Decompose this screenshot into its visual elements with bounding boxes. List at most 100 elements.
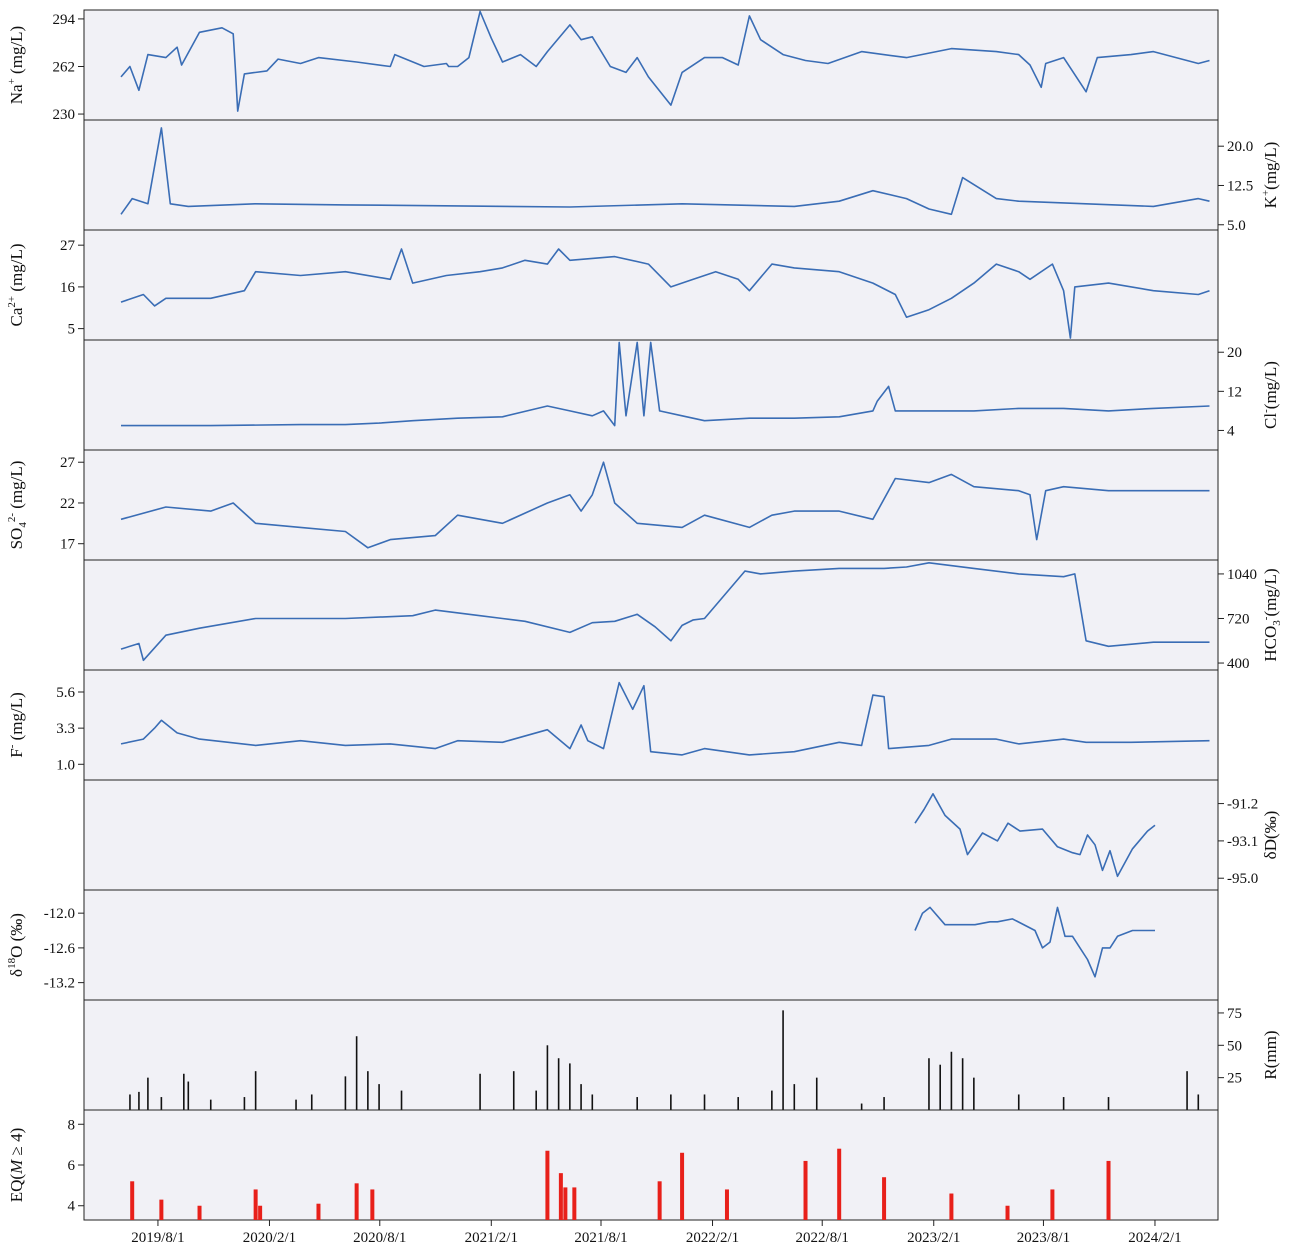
rain-bar (1107, 1097, 1110, 1110)
rain-bar (254, 1071, 257, 1110)
y-axis-title: K+(mg/L) (1260, 142, 1280, 209)
y-axis-title: F- (mg/L) (6, 692, 26, 758)
y-tick-label: 4 (1227, 423, 1235, 439)
rain-bar (703, 1094, 706, 1110)
rain-bar (147, 1077, 149, 1110)
y-tick-label: 20 (1227, 345, 1242, 361)
eq-bar (545, 1150, 550, 1220)
rain-bar (737, 1097, 739, 1110)
rain-bar (1017, 1094, 1020, 1110)
rain-bar (243, 1097, 246, 1110)
eq-bar (558, 1173, 563, 1220)
rain-bar (344, 1076, 347, 1110)
x-tick-label: 2021/8/1 (574, 1230, 627, 1246)
panel-frame (83, 669, 1219, 781)
panel-f: 1.0 3.3 5.6 F- (mg/L) (6, 669, 1219, 781)
rain-bar (591, 1094, 594, 1110)
y-axis-title: Ca2+ (mg/L) (6, 243, 26, 326)
eq-bar (130, 1181, 135, 1220)
rain-bar (973, 1077, 975, 1110)
panel-frame (83, 1109, 1219, 1221)
rain-bar (129, 1094, 131, 1110)
eq-bar (1106, 1160, 1111, 1220)
na-series-line (120, 10, 1210, 112)
y-tick-label: -95.0 (1227, 871, 1258, 887)
panel-dd: -95.0 -93.1 -91.2δD(‰) (83, 779, 1280, 891)
y-axis-title: EQ(M ≥ 4) (7, 1128, 26, 1203)
eq-bar (316, 1203, 321, 1220)
x-tick-label: 2019/8/1 (131, 1230, 184, 1246)
panel-frame (83, 119, 1219, 231)
rain-bar (400, 1090, 403, 1110)
rain-bar (209, 1099, 212, 1110)
eq-bar (657, 1181, 662, 1220)
eq-bar (680, 1152, 685, 1220)
so4-series-line (120, 461, 1210, 549)
eq-bar (1050, 1189, 1055, 1220)
y-axis-title: SO42- (mg/L) (6, 461, 29, 550)
eq-bar (1005, 1205, 1010, 1220)
eq-bar (354, 1183, 359, 1220)
eq-bar (837, 1148, 842, 1220)
panel-k: 5.0 12.5 20.0 K+(mg/L) (83, 119, 1280, 234)
panel-frame (83, 779, 1219, 891)
y-tick-label: -12.0 (44, 906, 75, 922)
rain-bar (160, 1097, 163, 1110)
y-tick-label: 262 (53, 59, 76, 75)
y-tick-label: 27 (60, 238, 76, 254)
x-tick-label: 2020/2/1 (243, 1230, 296, 1246)
rain-bar (636, 1097, 638, 1110)
rain-bar (771, 1090, 773, 1110)
rain-bar (546, 1045, 549, 1110)
rain-bar (1197, 1094, 1200, 1110)
y-tick-label: -13.2 (44, 976, 75, 992)
eq-bar (949, 1193, 954, 1220)
x-tick-label: 2023/2/1 (907, 1230, 960, 1246)
rain-bar (557, 1058, 560, 1110)
rain-bar (569, 1063, 571, 1110)
panel-d18o: -13.2 -12.6 -12.0 δ18O (‰) (6, 889, 1219, 1001)
cl-series-line (121, 341, 1210, 427)
y-tick-label: -91.2 (1227, 797, 1258, 813)
y-tick-label: 12 (1227, 384, 1242, 400)
rain-bar (1186, 1071, 1188, 1110)
panel-frame (83, 229, 1219, 341)
y-tick-label: 230 (53, 107, 76, 123)
rain-bar (355, 1036, 358, 1110)
y-tick-label: 5 (68, 322, 76, 338)
panel-frame (83, 999, 1219, 1111)
y-axis-title: HCO3-(mg/L) (1260, 568, 1283, 661)
y-axis-title: δD(‰) (1261, 811, 1280, 860)
panel-frame (83, 449, 1219, 561)
k-series-line (120, 127, 1210, 216)
y-tick-label: 12.5 (1227, 178, 1253, 194)
ca-series-line (120, 248, 1210, 339)
panel-ca: 5 16 27 Ca2+ (mg/L) (6, 229, 1219, 341)
panel-frame (83, 339, 1219, 451)
rain-bar (1062, 1097, 1065, 1110)
rain-bar (187, 1081, 190, 1110)
y-tick-label: -12.6 (44, 941, 76, 957)
rain-bar (950, 1051, 953, 1110)
panel-cl: 4 12 20 Cl-(mg/L) (83, 339, 1280, 451)
x-axis: 2019/8/1 2020/2/1 2020/8/1 2021/2/1 2021/8/1… (131, 1220, 1182, 1246)
eq-bar (258, 1205, 263, 1220)
eq-bar (882, 1177, 887, 1220)
y-axis-title: δ18O (‰) (6, 913, 26, 977)
rain-bar (183, 1073, 185, 1110)
eq-bar (370, 1189, 375, 1220)
f-series-line (120, 681, 1210, 756)
panel-frame (83, 559, 1219, 671)
y-tick-label: 5.6 (56, 685, 75, 701)
panel-frame (83, 9, 1219, 121)
eq-bar (803, 1160, 808, 1220)
y-axis-title: Cl-(mg/L) (1260, 361, 1280, 429)
y-axis-title: R(mm) (1261, 1030, 1280, 1079)
rain-bar (138, 1091, 140, 1110)
y-tick-label: 1040 (1227, 567, 1257, 583)
rain-bar (310, 1094, 313, 1110)
eq-bar (724, 1189, 729, 1220)
eq-bar (253, 1189, 258, 1220)
